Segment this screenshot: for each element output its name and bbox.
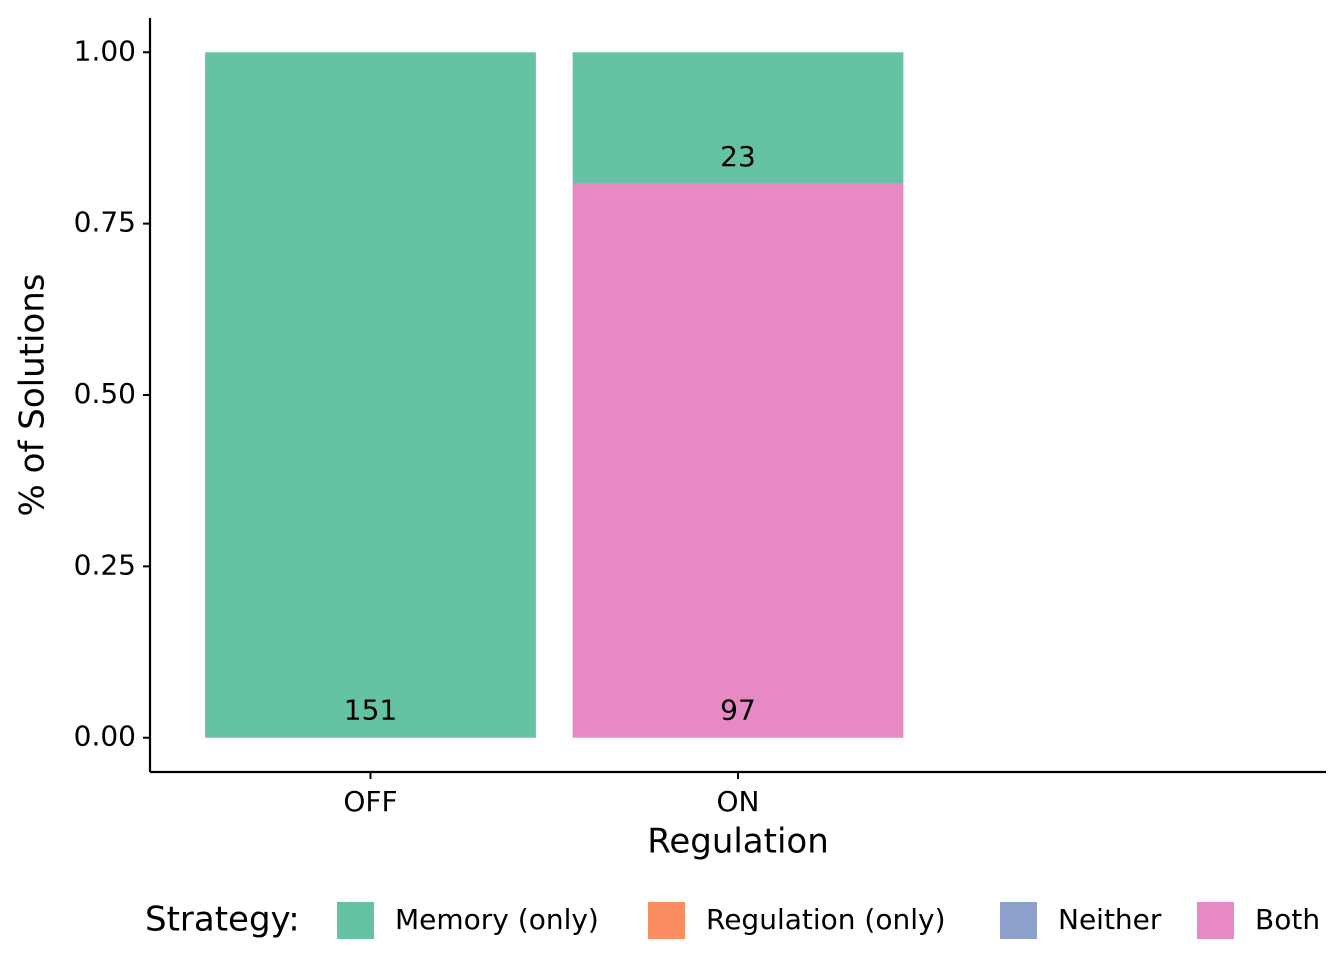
legend-swatch	[648, 902, 685, 939]
y-axis-title: % of Solutions	[13, 274, 53, 517]
bar-segment	[572, 52, 904, 184]
bar-segment	[205, 52, 536, 738]
plot-area	[205, 52, 904, 738]
legend-swatch	[337, 902, 374, 939]
y-tick-label: 0.50	[74, 377, 136, 410]
x-tick-label: OFF	[343, 785, 397, 818]
data-label: 23	[720, 140, 756, 173]
x-axis-title: Regulation	[647, 822, 829, 862]
legend-swatch	[1000, 902, 1037, 939]
legend-title: Strategy:	[145, 900, 300, 940]
legend-label: Memory (only)	[395, 903, 599, 936]
y-tick-label: 0.25	[74, 548, 136, 581]
legend-swatch	[1197, 902, 1234, 939]
y-tick-label: 0.75	[74, 206, 136, 239]
data-label: 97	[720, 694, 756, 727]
y-tick-label: 1.00	[74, 34, 136, 67]
data-label: 151	[344, 694, 397, 727]
y-tick-label: 0.00	[74, 720, 136, 753]
legend-label: Both	[1255, 903, 1320, 936]
legend-label: Neither	[1058, 903, 1162, 936]
x-tick-label: ON	[717, 785, 760, 818]
legend-label: Regulation (only)	[706, 903, 946, 936]
bar-segment	[572, 183, 904, 738]
